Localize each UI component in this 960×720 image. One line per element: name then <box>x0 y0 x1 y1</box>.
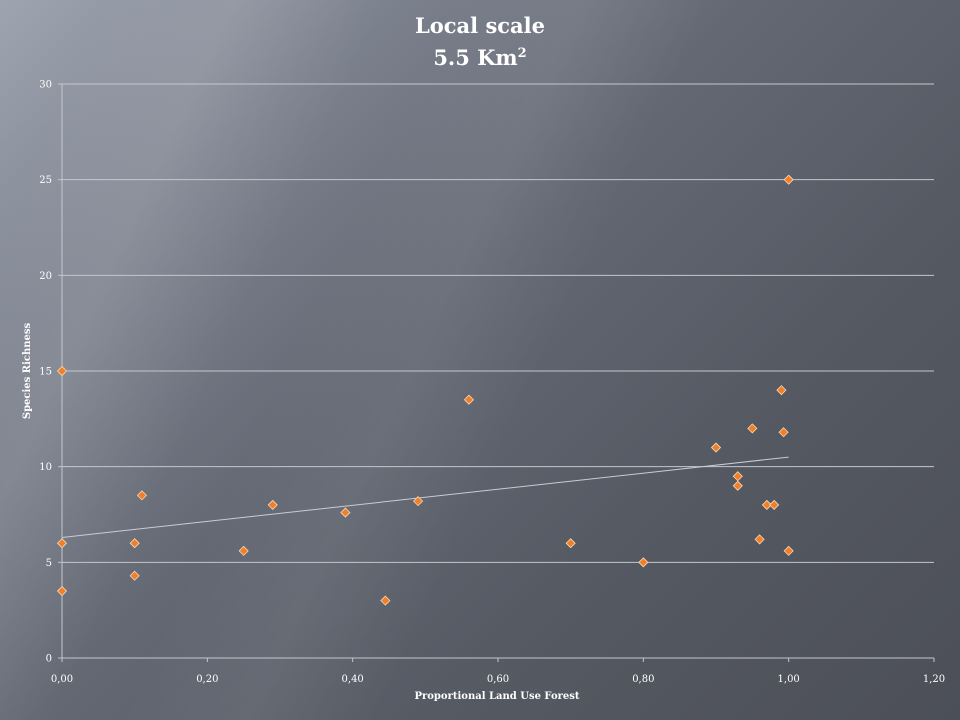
data-point <box>129 570 140 581</box>
grid-lines <box>62 83 934 563</box>
chart-title-area: 5.5 Km <box>433 45 518 70</box>
data-point <box>238 545 249 556</box>
y-tick-label: 30 <box>39 80 52 91</box>
chart-title-superscript: 2 <box>517 46 527 61</box>
data-point <box>732 471 743 482</box>
data-point <box>56 538 68 549</box>
x-tick-label: 0,00 <box>51 674 73 685</box>
trendline-layer <box>61 456 789 538</box>
y-tick-label: 0 <box>46 654 52 665</box>
x-tick-label: 0,80 <box>632 674 654 685</box>
data-point <box>340 507 351 518</box>
x-axis-title: Proportional Land Use Forest <box>414 691 579 702</box>
y-tick-label: 25 <box>39 175 52 186</box>
x-tick-label: 1,20 <box>923 674 945 685</box>
data-point <box>129 538 140 549</box>
data-point <box>56 585 68 597</box>
data-point <box>761 499 772 510</box>
y-tick-label: 20 <box>39 271 52 282</box>
data-point <box>776 385 787 396</box>
tick-labels: 0 5 10 15 20 25 30 0,00 0,20 0,40 0,60 0,80 1,00 1,20 <box>39 80 945 686</box>
data-point <box>413 496 424 507</box>
x-tick-label: 1,00 <box>778 674 800 685</box>
chart-title-line1: Local scale <box>414 13 545 38</box>
y-tick-label: 15 <box>39 367 52 378</box>
data-point <box>136 490 147 501</box>
data-point <box>380 595 391 606</box>
data-point <box>783 174 794 185</box>
data-point <box>56 365 68 377</box>
data-point <box>463 394 474 405</box>
x-tick-label: 0,60 <box>487 674 509 685</box>
data-point <box>747 423 758 434</box>
data-point <box>754 534 765 545</box>
y-tick-label: 10 <box>39 462 52 473</box>
chart-title: Local scale 5.5 Km2 <box>0 12 960 72</box>
x-tick-label: 0,20 <box>196 674 218 685</box>
data-point <box>783 545 794 556</box>
data-point <box>638 557 649 568</box>
data-point <box>778 427 789 438</box>
axes <box>58 83 935 662</box>
y-tick-label: 5 <box>46 558 52 569</box>
data-points <box>56 174 794 606</box>
data-point <box>710 442 722 453</box>
x-tick-label: 0,40 <box>342 674 364 685</box>
data-point <box>732 480 743 491</box>
chart-title-line2: 5.5 Km2 <box>0 40 960 72</box>
data-point <box>267 499 278 510</box>
linear-trendline <box>61 456 789 538</box>
data-point <box>769 499 780 510</box>
y-axis-title: Species Richness <box>22 322 33 419</box>
data-point <box>565 538 576 549</box>
